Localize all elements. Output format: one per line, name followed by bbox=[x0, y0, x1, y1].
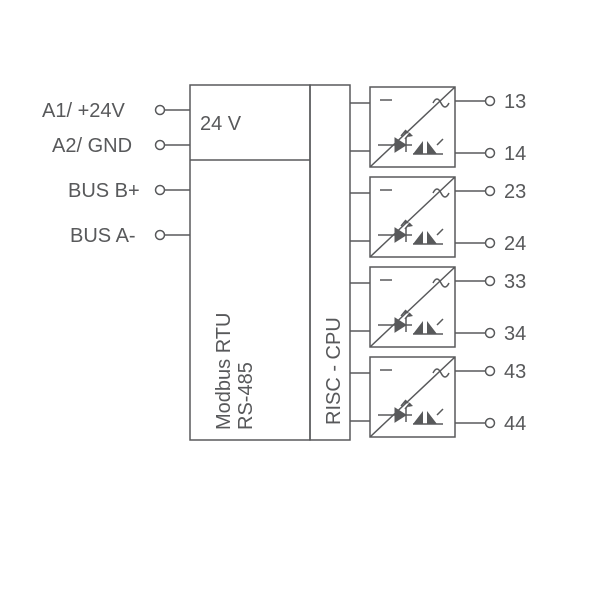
input-terminal bbox=[156, 141, 165, 150]
input-label: BUS A- bbox=[70, 225, 136, 247]
output-terminal bbox=[486, 187, 495, 196]
output-channel: 43 44 bbox=[350, 357, 526, 437]
bus-label-2: RS-485 bbox=[235, 362, 257, 430]
output-terminal bbox=[486, 277, 495, 286]
output-label: 24 bbox=[504, 233, 526, 255]
output-label: 44 bbox=[504, 413, 526, 435]
output-label: 34 bbox=[504, 323, 526, 345]
input-label: A1/ +24V bbox=[42, 100, 126, 122]
input-terminal bbox=[156, 106, 165, 115]
output-terminal bbox=[486, 239, 495, 248]
bus-label-1: Modbus RTU bbox=[213, 313, 235, 430]
input-terminal bbox=[156, 186, 165, 195]
output-terminal bbox=[486, 419, 495, 428]
input-label: A2/ GND bbox=[52, 135, 132, 157]
output-label: 13 bbox=[504, 91, 526, 113]
cpu-label: RISC - CPU bbox=[323, 317, 345, 425]
output-label: 33 bbox=[504, 271, 526, 293]
output-terminal bbox=[486, 329, 495, 338]
output-label: 14 bbox=[504, 143, 526, 165]
output-channel: 33 34 bbox=[350, 267, 526, 347]
input-label: BUS B+ bbox=[68, 180, 140, 202]
output-terminal bbox=[486, 367, 495, 376]
output-channel: 13 14 bbox=[350, 87, 526, 167]
output-label: 23 bbox=[504, 181, 526, 203]
output-channel: 23 24 bbox=[350, 177, 526, 257]
output-terminal bbox=[486, 149, 495, 158]
input-terminal bbox=[156, 231, 165, 240]
output-terminal bbox=[486, 97, 495, 106]
output-label: 43 bbox=[504, 361, 526, 383]
psu-label: 24 V bbox=[200, 113, 242, 135]
